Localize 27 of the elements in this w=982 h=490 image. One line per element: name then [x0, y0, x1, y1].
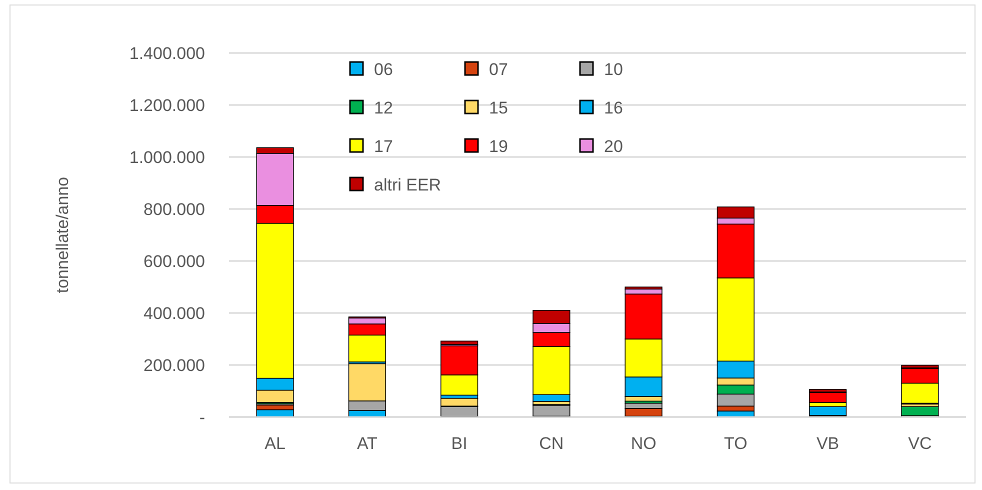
x-tick-label: TO — [724, 434, 748, 453]
legend-label: 17 — [374, 136, 393, 156]
x-tick-label: AL — [264, 434, 286, 453]
y-tick-label: 600.000 — [144, 252, 205, 271]
y-tick-label: 1.200.000 — [129, 96, 205, 115]
legend-label: 15 — [489, 98, 508, 118]
legend-label: 19 — [489, 136, 508, 156]
x-tick-label: VC — [908, 434, 932, 453]
y-tick-label: 200.000 — [144, 356, 205, 375]
y-tick-label: 1.000.000 — [129, 148, 205, 167]
x-tick-label: VB — [816, 434, 840, 453]
x-tick-label: BI — [451, 434, 468, 453]
legend-label: 07 — [489, 60, 508, 79]
legend-label: 06 — [374, 60, 393, 79]
y-tick-label: - — [199, 408, 205, 427]
y-tick-label: 1.400.000 — [129, 44, 205, 63]
x-tick-label: NO — [630, 434, 656, 453]
legend-label: altri EER — [374, 175, 442, 194]
y-tick-label: 800.000 — [144, 200, 205, 219]
legend-label: 12 — [374, 98, 393, 118]
y-axis-title: tonnellate/anno — [53, 176, 72, 294]
legend-label: 10 — [604, 60, 623, 79]
x-tick-label: CN — [539, 434, 564, 453]
legend-label: 16 — [604, 98, 623, 118]
x-tick-label: AT — [356, 434, 378, 453]
y-tick-label: 400.000 — [144, 304, 205, 323]
legend-label: 20 — [604, 136, 623, 156]
